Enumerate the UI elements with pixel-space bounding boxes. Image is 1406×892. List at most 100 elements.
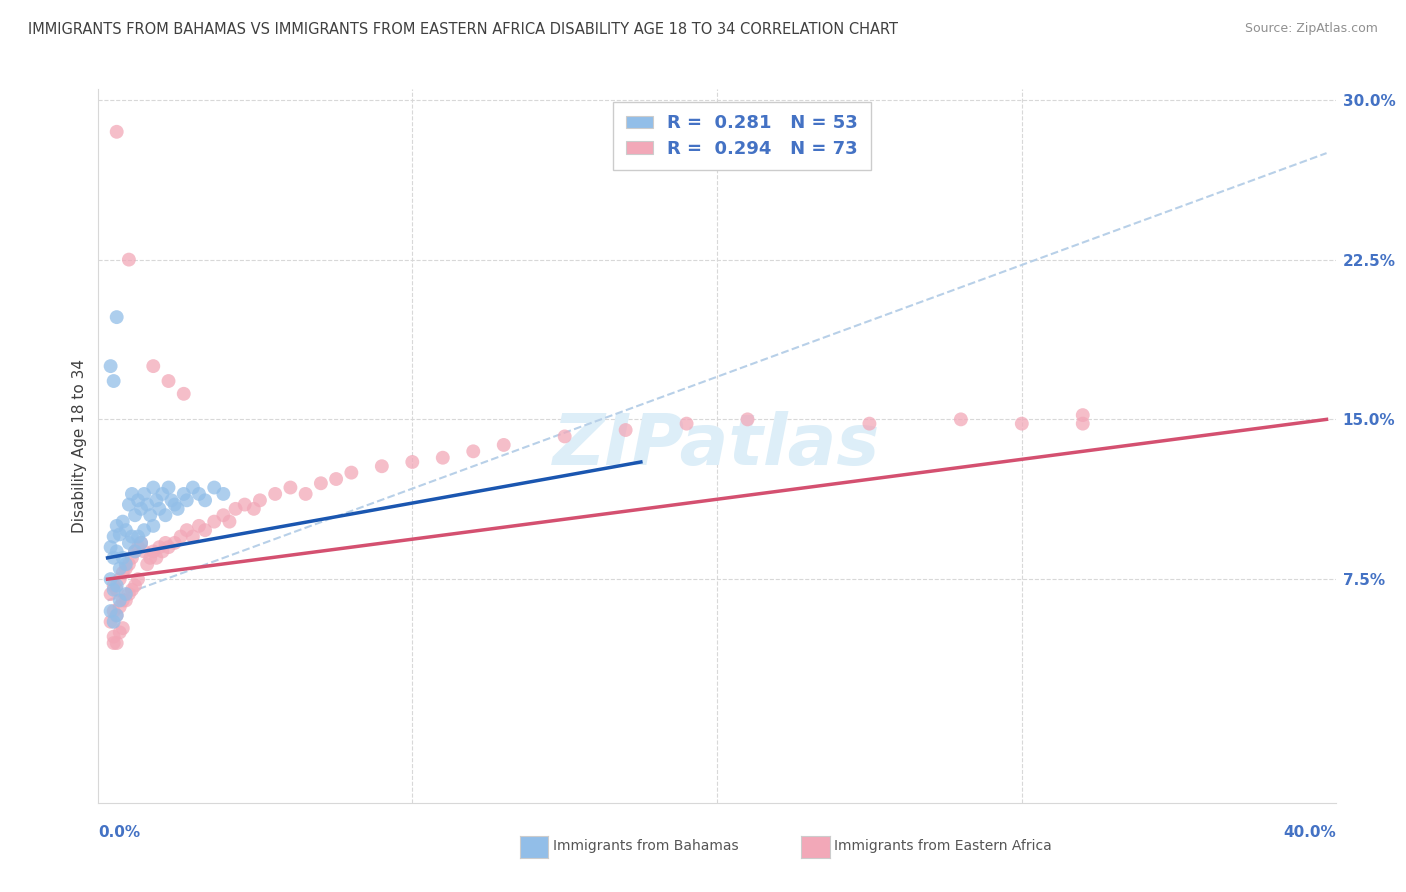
Point xyxy=(401,455,423,469)
Point xyxy=(129,536,152,550)
Point xyxy=(100,359,122,373)
Point xyxy=(554,429,576,443)
Point xyxy=(371,459,394,474)
Point xyxy=(163,498,186,512)
Point xyxy=(105,582,128,597)
Point xyxy=(136,498,159,512)
Text: Immigrants from Bahamas: Immigrants from Bahamas xyxy=(553,838,738,853)
Point xyxy=(202,515,225,529)
Point xyxy=(118,587,141,601)
Text: 0.0%: 0.0% xyxy=(98,825,141,840)
Point xyxy=(176,493,198,508)
Point xyxy=(233,498,256,512)
Point xyxy=(111,593,134,607)
Point xyxy=(124,508,146,523)
Point xyxy=(103,630,125,644)
Point xyxy=(111,566,134,580)
Point xyxy=(675,417,697,431)
Point xyxy=(152,544,174,558)
Point xyxy=(103,374,125,388)
Point xyxy=(118,558,141,572)
Point xyxy=(103,604,125,618)
Point xyxy=(142,481,165,495)
Text: ZIPatlas: ZIPatlas xyxy=(554,411,880,481)
Point xyxy=(127,572,149,586)
Point xyxy=(1011,417,1033,431)
Point xyxy=(194,493,217,508)
Point xyxy=(188,519,211,533)
Text: Source: ZipAtlas.com: Source: ZipAtlas.com xyxy=(1244,22,1378,36)
Point xyxy=(105,544,128,558)
Point xyxy=(1071,417,1094,431)
Point xyxy=(176,523,198,537)
Point xyxy=(280,481,302,495)
Point xyxy=(100,587,122,601)
Point xyxy=(264,487,287,501)
Point xyxy=(127,540,149,554)
Point xyxy=(157,481,180,495)
Point xyxy=(858,417,880,431)
Point xyxy=(1071,408,1094,422)
Point xyxy=(249,493,271,508)
Point xyxy=(105,636,128,650)
Text: 40.0%: 40.0% xyxy=(1282,825,1336,840)
Point xyxy=(737,412,759,426)
Y-axis label: Disability Age 18 to 34: Disability Age 18 to 34 xyxy=(72,359,87,533)
Text: IMMIGRANTS FROM BAHAMAS VS IMMIGRANTS FROM EASTERN AFRICA DISABILITY AGE 18 TO 3: IMMIGRANTS FROM BAHAMAS VS IMMIGRANTS FR… xyxy=(28,22,898,37)
Point xyxy=(212,508,235,523)
Point xyxy=(181,529,204,543)
Point xyxy=(115,523,138,537)
Point xyxy=(155,508,177,523)
Point xyxy=(103,550,125,565)
Point xyxy=(108,572,131,586)
Point xyxy=(118,536,141,550)
Point xyxy=(127,529,149,543)
Point xyxy=(108,561,131,575)
Text: Immigrants from Eastern Africa: Immigrants from Eastern Africa xyxy=(834,838,1052,853)
Point xyxy=(105,310,128,325)
Point xyxy=(173,386,195,401)
Point xyxy=(202,481,225,495)
Point xyxy=(325,472,347,486)
Point xyxy=(108,593,131,607)
Point xyxy=(134,544,156,558)
Point xyxy=(148,540,170,554)
Point xyxy=(105,578,128,592)
Point xyxy=(157,540,180,554)
Point xyxy=(173,487,195,501)
Point xyxy=(121,529,143,543)
Point xyxy=(212,487,235,501)
Point xyxy=(100,604,122,618)
Point xyxy=(100,540,122,554)
Point xyxy=(103,578,125,592)
Point xyxy=(218,515,240,529)
Point xyxy=(142,544,165,558)
Point xyxy=(614,423,637,437)
Point xyxy=(111,550,134,565)
Point xyxy=(134,523,156,537)
Point xyxy=(111,515,134,529)
Point xyxy=(103,529,125,543)
Point xyxy=(155,536,177,550)
Point xyxy=(134,487,156,501)
Point xyxy=(194,523,217,537)
Point xyxy=(166,501,188,516)
Point xyxy=(163,536,186,550)
Point xyxy=(142,359,165,373)
Legend: R =  0.281   N = 53, R =  0.294   N = 73: R = 0.281 N = 53, R = 0.294 N = 73 xyxy=(613,102,870,170)
Point xyxy=(124,544,146,558)
Point xyxy=(108,527,131,541)
Point xyxy=(121,487,143,501)
Point xyxy=(105,608,128,623)
Point xyxy=(145,493,167,508)
Point xyxy=(142,519,165,533)
Point xyxy=(118,252,141,267)
Point xyxy=(309,476,332,491)
Point xyxy=(188,487,211,501)
Point xyxy=(124,544,146,558)
Point xyxy=(136,558,159,572)
Point xyxy=(121,582,143,597)
Point xyxy=(108,625,131,640)
Point xyxy=(105,125,128,139)
Point xyxy=(129,536,152,550)
